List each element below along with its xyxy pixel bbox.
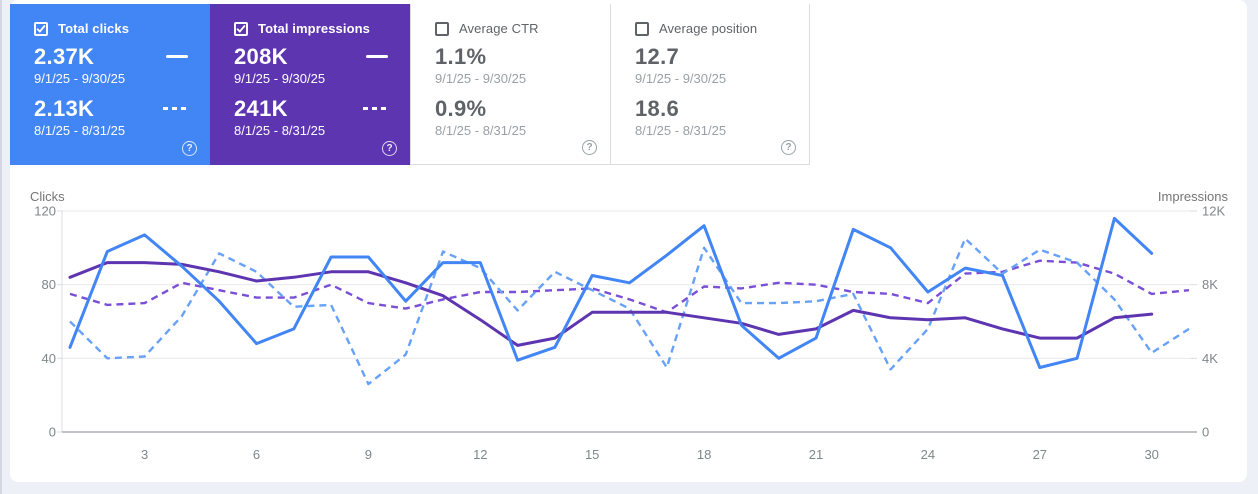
current-period-metric: 1.1% 9/1/25 - 9/30/25 bbox=[435, 45, 610, 87]
current-period-metric: 12.7 9/1/25 - 9/30/25 bbox=[635, 45, 809, 87]
svg-text:8K: 8K bbox=[1202, 277, 1218, 292]
performance-chart-svg[interactable]: Clicks Impressions 0 40 80 120 0 4K 8K 12K 3 6 9 12 15… bbox=[10, 0, 1247, 482]
tile-label: Total impressions bbox=[258, 21, 370, 36]
help-icon[interactable] bbox=[382, 141, 397, 156]
metric-tile-total-impressions[interactable]: Total impressions 208K 9/1/25 - 9/30/25 … bbox=[210, 4, 410, 165]
metric-value: 2.37K bbox=[34, 44, 95, 69]
svg-text:30: 30 bbox=[1144, 447, 1158, 462]
svg-text:21: 21 bbox=[809, 447, 823, 462]
current-period-metric: 2.37K 9/1/25 - 9/30/25 bbox=[34, 45, 210, 87]
page-left-edge bbox=[0, 0, 2, 494]
svg-text:12: 12 bbox=[473, 447, 487, 462]
metric-value: 12.7 bbox=[635, 44, 680, 69]
metric-date-range: 8/1/25 - 8/31/25 bbox=[234, 123, 326, 138]
tile-head: Average CTR bbox=[435, 21, 610, 36]
tile-label: Average position bbox=[659, 21, 758, 36]
svg-text:15: 15 bbox=[585, 447, 599, 462]
tile-head: Total impressions bbox=[234, 21, 410, 36]
metric-date-range: 9/1/25 - 9/30/25 bbox=[234, 71, 326, 86]
total-impressions-checkbox[interactable] bbox=[234, 21, 248, 36]
metric-date-range: 9/1/25 - 9/30/25 bbox=[435, 71, 527, 86]
metric-date-range: 8/1/25 - 8/31/25 bbox=[435, 123, 527, 138]
svg-text:9: 9 bbox=[365, 447, 372, 462]
svg-text:80: 80 bbox=[42, 277, 56, 292]
metric-value: 0.9% bbox=[435, 96, 487, 121]
tile-label: Total clicks bbox=[58, 21, 130, 36]
previous-period-metric: 241K 8/1/25 - 8/31/25 bbox=[234, 97, 410, 139]
help-icon[interactable] bbox=[582, 140, 597, 155]
metric-value: 2.13K bbox=[34, 96, 95, 121]
svg-text:0: 0 bbox=[49, 425, 56, 440]
metric-value: 241K bbox=[234, 96, 288, 121]
dashed-line-icon bbox=[163, 107, 188, 110]
metric-value: 208K bbox=[234, 44, 288, 69]
average-ctr-checkbox[interactable] bbox=[435, 21, 449, 36]
metric-tile-total-clicks[interactable]: Total clicks 2.37K 9/1/25 - 9/30/25 2.13… bbox=[10, 4, 210, 165]
help-icon[interactable] bbox=[781, 140, 796, 155]
svg-text:27: 27 bbox=[1033, 447, 1047, 462]
metric-value: 1.1% bbox=[435, 44, 487, 69]
previous-period-metric: 18.6 8/1/25 - 8/31/25 bbox=[635, 97, 809, 139]
metric-tiles-row: Total clicks 2.37K 9/1/25 - 9/30/25 2.13… bbox=[10, 4, 1247, 165]
tile-head: Total clicks bbox=[34, 21, 210, 36]
current-period-metric: 208K 9/1/25 - 9/30/25 bbox=[234, 45, 410, 87]
svg-text:12K: 12K bbox=[1202, 204, 1225, 219]
metric-value: 18.6 bbox=[635, 96, 680, 121]
checkmark-icon bbox=[236, 24, 246, 33]
metric-date-range: 8/1/25 - 8/31/25 bbox=[635, 123, 727, 138]
help-icon[interactable] bbox=[182, 141, 197, 156]
previous-period-metric: 2.13K 8/1/25 - 8/31/25 bbox=[34, 97, 210, 139]
previous-period-metric: 0.9% 8/1/25 - 8/31/25 bbox=[435, 97, 610, 139]
metric-date-range: 8/1/25 - 8/31/25 bbox=[34, 123, 126, 138]
svg-text:Clicks: Clicks bbox=[30, 189, 65, 204]
performance-chart[interactable]: Clicks Impressions 0 40 80 120 0 4K 8K 12K 3 6 9 12 15… bbox=[10, 0, 1247, 482]
svg-text:Impressions: Impressions bbox=[1158, 189, 1229, 204]
svg-text:24: 24 bbox=[921, 447, 935, 462]
svg-text:3: 3 bbox=[141, 447, 148, 462]
performance-card: Clicks Impressions 0 40 80 120 0 4K 8K 12K 3 6 9 12 15… bbox=[10, 0, 1247, 482]
svg-text:120: 120 bbox=[34, 204, 56, 219]
metric-tile-average-ctr[interactable]: Average CTR 1.1% 9/1/25 - 9/30/25 0.9% 8… bbox=[410, 4, 610, 165]
average-position-checkbox[interactable] bbox=[635, 21, 649, 36]
tile-head: Average position bbox=[635, 21, 809, 36]
total-clicks-checkbox[interactable] bbox=[34, 21, 48, 36]
svg-text:40: 40 bbox=[42, 351, 56, 366]
svg-text:6: 6 bbox=[253, 447, 260, 462]
metric-date-range: 9/1/25 - 9/30/25 bbox=[34, 71, 126, 86]
metric-tile-average-position[interactable]: Average position 12.7 9/1/25 - 9/30/25 1… bbox=[610, 4, 810, 165]
metric-date-range: 9/1/25 - 9/30/25 bbox=[635, 71, 727, 86]
svg-text:4K: 4K bbox=[1202, 351, 1218, 366]
svg-text:18: 18 bbox=[697, 447, 711, 462]
checkmark-icon bbox=[36, 24, 46, 33]
tile-label: Average CTR bbox=[459, 21, 539, 36]
solid-line-icon bbox=[366, 55, 388, 58]
solid-line-icon bbox=[166, 55, 188, 58]
dashed-line-icon bbox=[363, 107, 388, 110]
svg-text:0: 0 bbox=[1202, 425, 1209, 440]
